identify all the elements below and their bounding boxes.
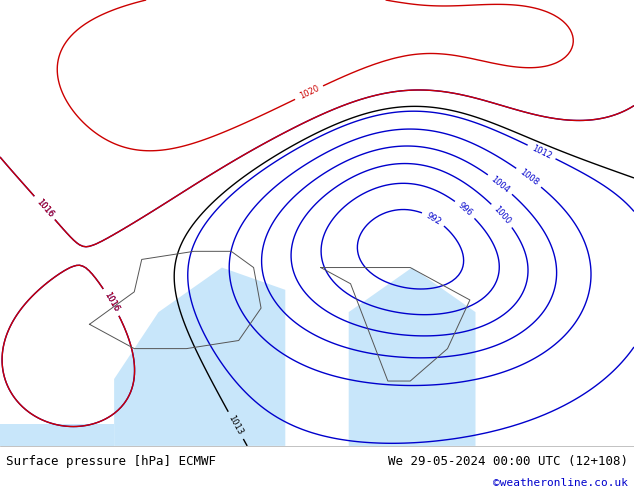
Text: 1000: 1000 (492, 205, 512, 226)
Text: Surface pressure [hPa] ECMWF: Surface pressure [hPa] ECMWF (6, 455, 216, 468)
Text: 1013: 1013 (227, 414, 245, 437)
Text: 1016: 1016 (34, 197, 55, 219)
Polygon shape (0, 423, 114, 446)
Text: 1004: 1004 (489, 174, 511, 195)
Text: We 29-05-2024 00:00 UTC (12+108): We 29-05-2024 00:00 UTC (12+108) (387, 455, 628, 468)
Text: 992: 992 (425, 211, 443, 226)
Text: 1016: 1016 (102, 291, 120, 314)
Text: 1016: 1016 (102, 291, 120, 314)
Text: ©weatheronline.co.uk: ©weatheronline.co.uk (493, 478, 628, 489)
Text: 1008: 1008 (518, 168, 540, 187)
Polygon shape (349, 268, 476, 446)
Text: 1016: 1016 (34, 197, 55, 219)
Text: 1012: 1012 (530, 143, 553, 161)
Text: 1020: 1020 (297, 84, 320, 101)
Text: 996: 996 (456, 201, 474, 218)
Polygon shape (114, 268, 285, 446)
